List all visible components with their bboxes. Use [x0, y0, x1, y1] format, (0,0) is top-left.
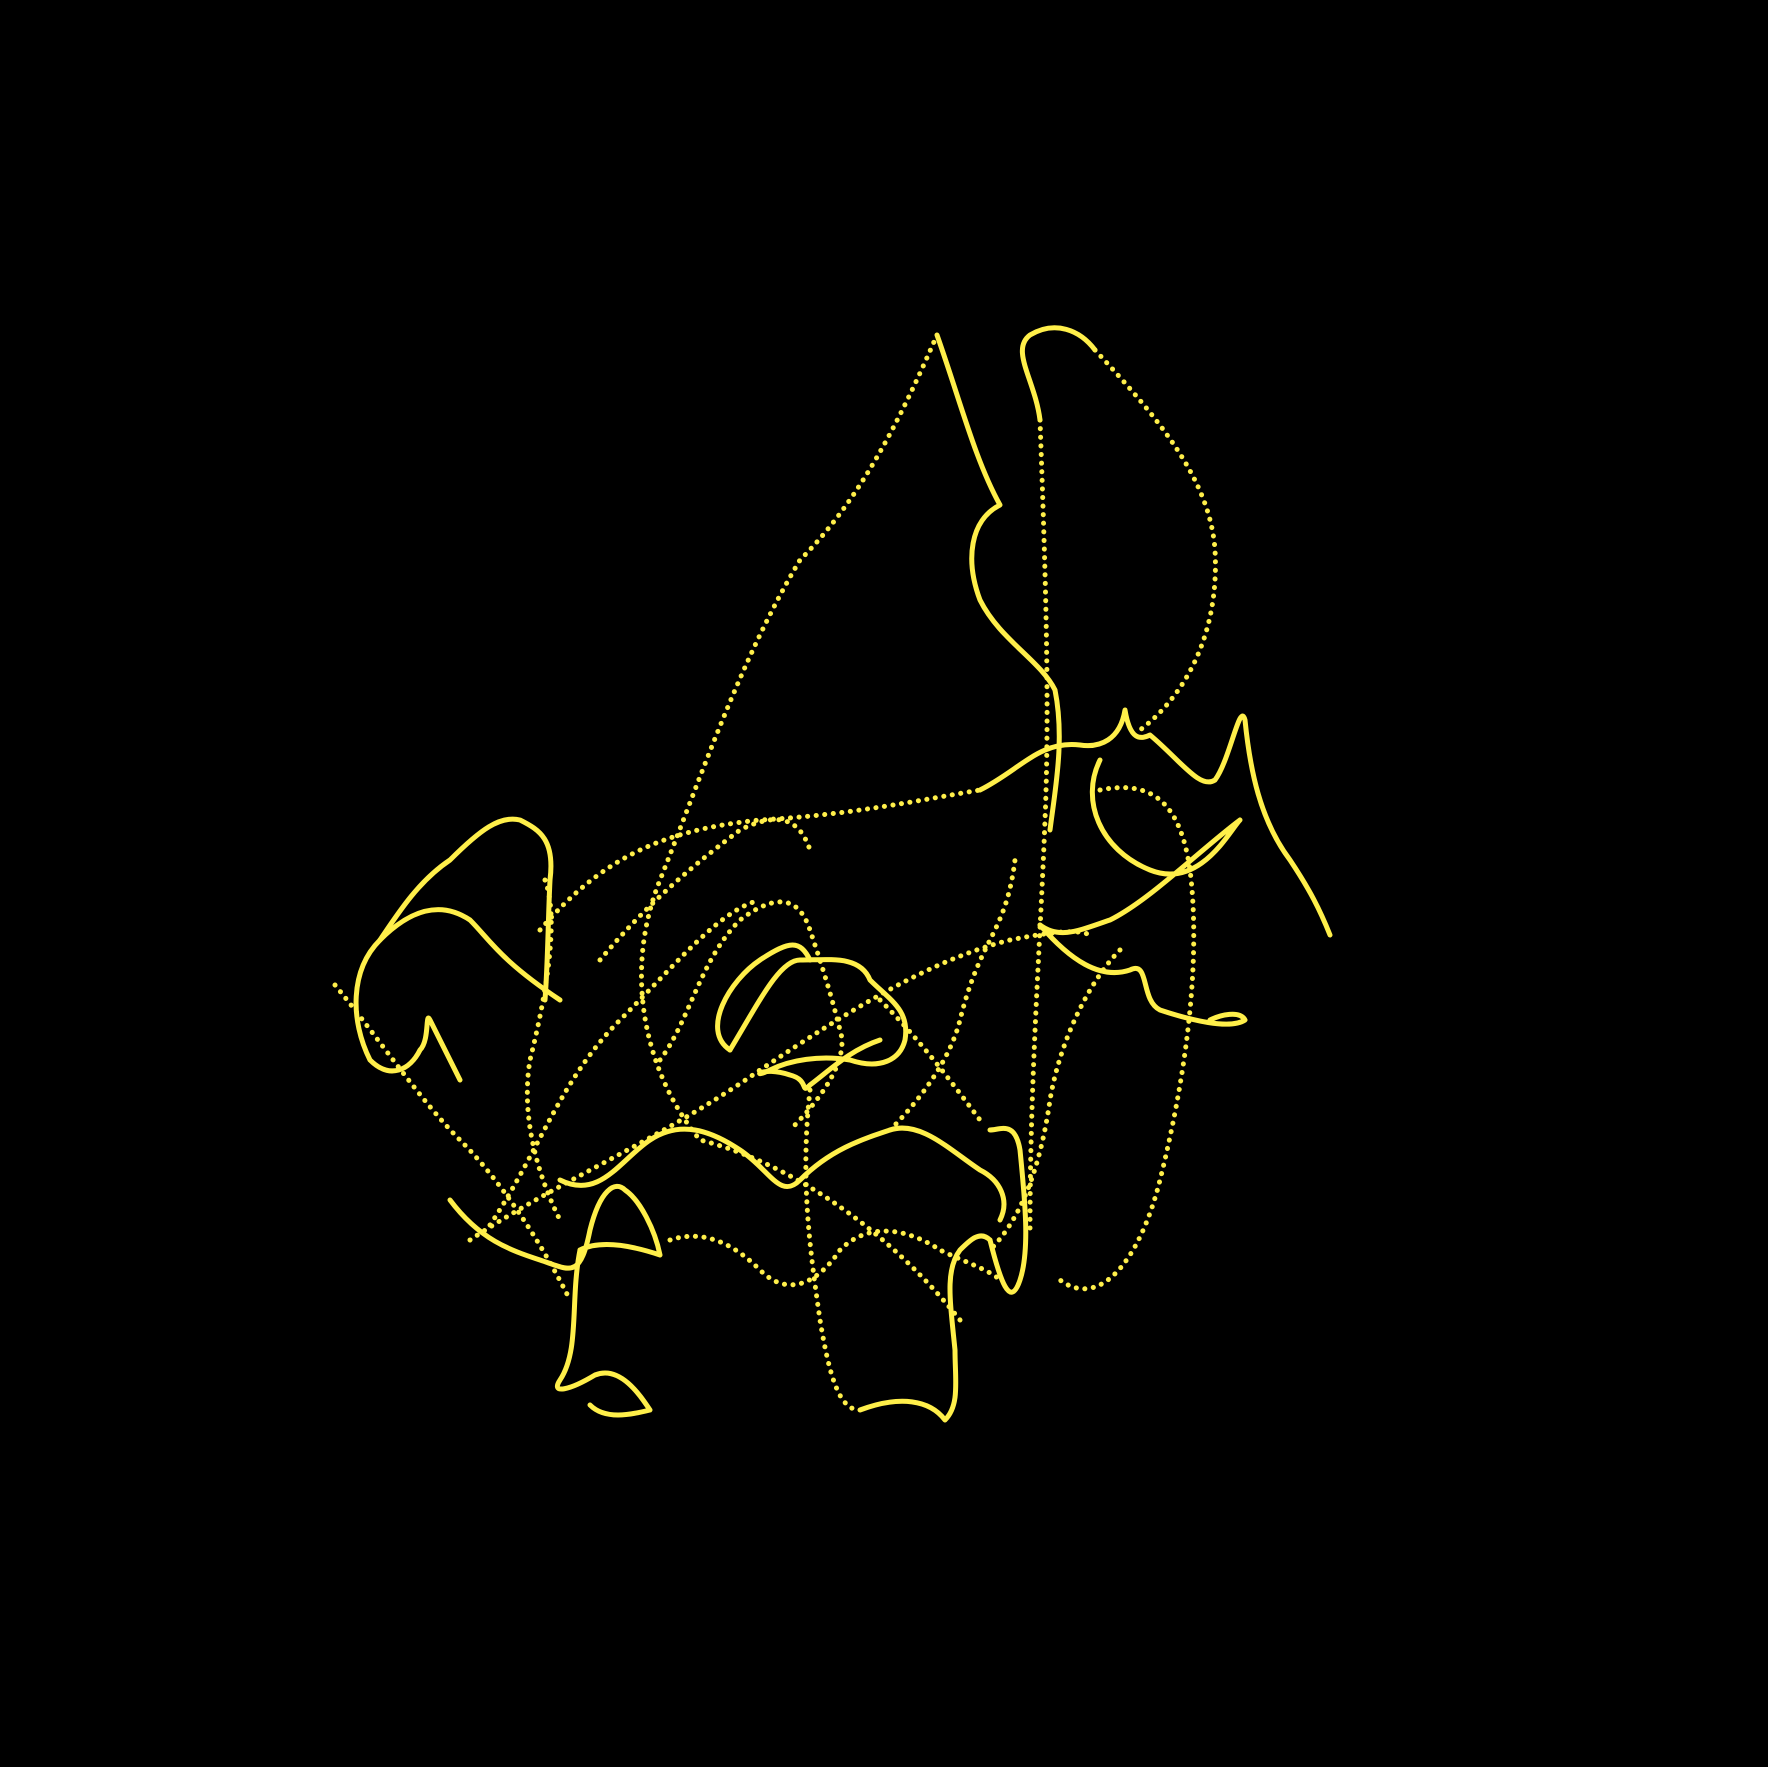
trace-segment-3 — [1019, 325, 1098, 423]
trace-segment-29 — [877, 997, 983, 1123]
trace-segment-9 — [1037, 757, 1243, 936]
trace-segment-5 — [1027, 417, 1050, 1233]
trace-segment-21 — [667, 1228, 1003, 1288]
trace-segment-15 — [377, 816, 554, 1003]
trace-segment-20 — [555, 1247, 653, 1418]
trace-segment-13 — [657, 899, 845, 1133]
trace-segment-27 — [887, 857, 1018, 1133]
trace-segment-2 — [934, 332, 1062, 833]
trace-segment-12 — [715, 942, 813, 1053]
trace-segment-26 — [487, 897, 763, 1228]
trace-segment-19 — [447, 1183, 663, 1271]
trace-segment-8 — [1057, 785, 1197, 1292]
trace-segment-18 — [557, 1125, 1007, 1223]
trace-segment-16 — [332, 982, 573, 1303]
trace-segment-14 — [353, 907, 563, 1083]
trace-segment-30 — [597, 817, 813, 963]
trace-segment-28 — [987, 947, 1123, 1253]
trace-segment-10 — [1037, 922, 1248, 1027]
trace-segment-17 — [524, 877, 563, 1223]
trace-segment-22 — [803, 1087, 863, 1413]
trace-segment-11 — [727, 957, 909, 1091]
trace-segment-6 — [537, 787, 983, 933]
trace-segment-4 — [1092, 347, 1218, 733]
trace-segment-1 — [638, 332, 963, 1323]
trace-segment-7 — [977, 707, 1333, 938]
trace-segment-25 — [467, 929, 1093, 1243]
trajectory-traces — [332, 325, 1333, 1423]
trace-segment-24 — [987, 1125, 1029, 1295]
trace-segment-23 — [857, 1233, 993, 1423]
